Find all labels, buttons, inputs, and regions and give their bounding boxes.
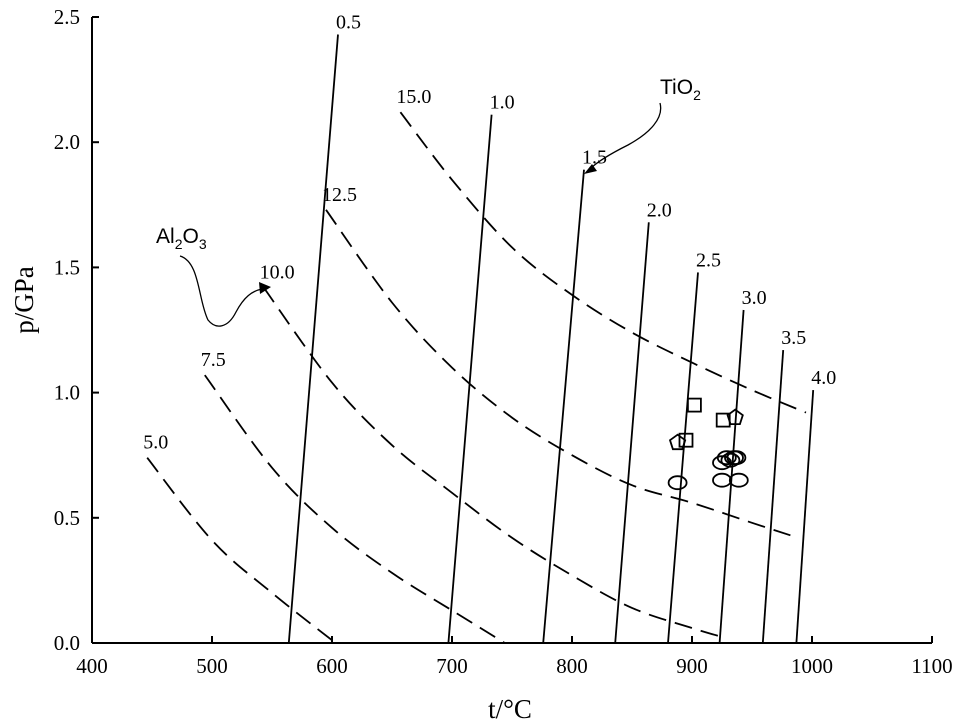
x-tick-label: 1000 <box>791 654 833 678</box>
sample-ellipse-marker <box>728 472 749 488</box>
x-axis-title: t/°C <box>488 694 532 724</box>
tio2-annotation-label: TiO2 <box>660 76 701 103</box>
y-ticks: 0.0 0.5 1.0 1.5 2.0 2.5 <box>54 5 99 655</box>
tio2-isopleth-line <box>542 169 585 644</box>
x-tick-label: 600 <box>316 654 348 678</box>
x-tick-label: 500 <box>196 654 228 678</box>
y-tick-label: 0.0 <box>54 631 80 655</box>
al2o3-isopleth-label: 12.5 <box>322 184 357 206</box>
tio2-arrowhead <box>584 164 597 174</box>
sample-ellipse-marker <box>716 450 737 466</box>
sample-markers <box>667 397 749 491</box>
al2o3-isopleth-line <box>146 457 337 644</box>
axis-titles: t/°C p/GPa <box>9 266 532 724</box>
x-tick-label: 800 <box>556 654 588 678</box>
tio2-isopleth-label: 0.5 <box>336 12 361 34</box>
axes <box>91 17 932 644</box>
tio2-isopleth-label: 1.5 <box>582 147 607 169</box>
x-tick-label: 900 <box>676 654 708 678</box>
tio2-isopleth-line <box>795 390 815 644</box>
tio2-isopleth-label: 3.0 <box>742 287 767 309</box>
al2o3-isopleths: 5.0 7.5 10.0 12.5 15.0 <box>143 86 807 644</box>
al2o3-isopleth-line <box>262 286 726 639</box>
annotations: TiO2 Al2O3 <box>156 76 701 327</box>
tio2-isopleth-line <box>287 34 339 644</box>
sample-pentagon-marker <box>668 433 687 451</box>
x-tick-label: 700 <box>436 654 468 678</box>
tio2-isopleth-label: 2.0 <box>647 199 672 221</box>
x-tick-label: 1100 <box>911 654 952 678</box>
sample-ellipse-marker <box>667 475 688 491</box>
al2o3-isopleth-label: 15.0 <box>396 86 431 108</box>
tio2-annotation-arrow <box>589 102 662 170</box>
tio2-isopleth-label: 2.5 <box>696 249 721 271</box>
al2o3-isopleth-line <box>325 209 791 537</box>
y-axis-title: p/GPa <box>9 266 39 334</box>
al2o3-annotation-label: Al2O3 <box>156 225 207 252</box>
al2o3-isopleth-line <box>204 374 506 644</box>
tio2-isopleth-label: 3.5 <box>781 327 806 349</box>
y-tick-label: 0.5 <box>54 506 80 530</box>
tio2-isopleth-line <box>761 349 785 644</box>
y-tick-label: 1.5 <box>54 255 80 279</box>
tio2-isopleths: 0.5 1.0 1.5 2.0 2.5 3.0 3.54.0 <box>287 12 836 644</box>
y-tick-label: 1.0 <box>54 381 80 405</box>
y-tick-label: 2.0 <box>54 130 80 154</box>
sample-ellipse-marker <box>712 472 732 488</box>
sample-square-marker <box>678 432 694 448</box>
x-ticks: 400 500 600 700 800 900 1000 1100 <box>76 636 953 678</box>
sample-pentagon-marker <box>726 408 744 426</box>
al2o3-isopleth-label: 5.0 <box>143 432 168 454</box>
al2o3-isopleth-label: 7.5 <box>201 349 226 371</box>
tio2-isopleth-label: 1.0 <box>490 92 515 114</box>
tio2-isopleth-label: 4.0 <box>811 367 836 389</box>
y-tick-label: 2.5 <box>54 5 80 29</box>
sample-square-marker <box>687 397 702 413</box>
al2o3-isopleth-label: 10.0 <box>260 261 295 283</box>
sample-ellipse-marker <box>726 450 747 466</box>
tio2-isopleth-line <box>614 222 650 644</box>
tio2-isopleth-line <box>667 272 699 644</box>
x-tick-label: 400 <box>76 654 108 678</box>
al2o3-arrowhead <box>259 282 271 294</box>
tio2-isopleth-line <box>447 114 493 644</box>
al2o3-annotation-arrow <box>179 255 263 327</box>
al2o3-isopleth-line <box>399 111 807 414</box>
